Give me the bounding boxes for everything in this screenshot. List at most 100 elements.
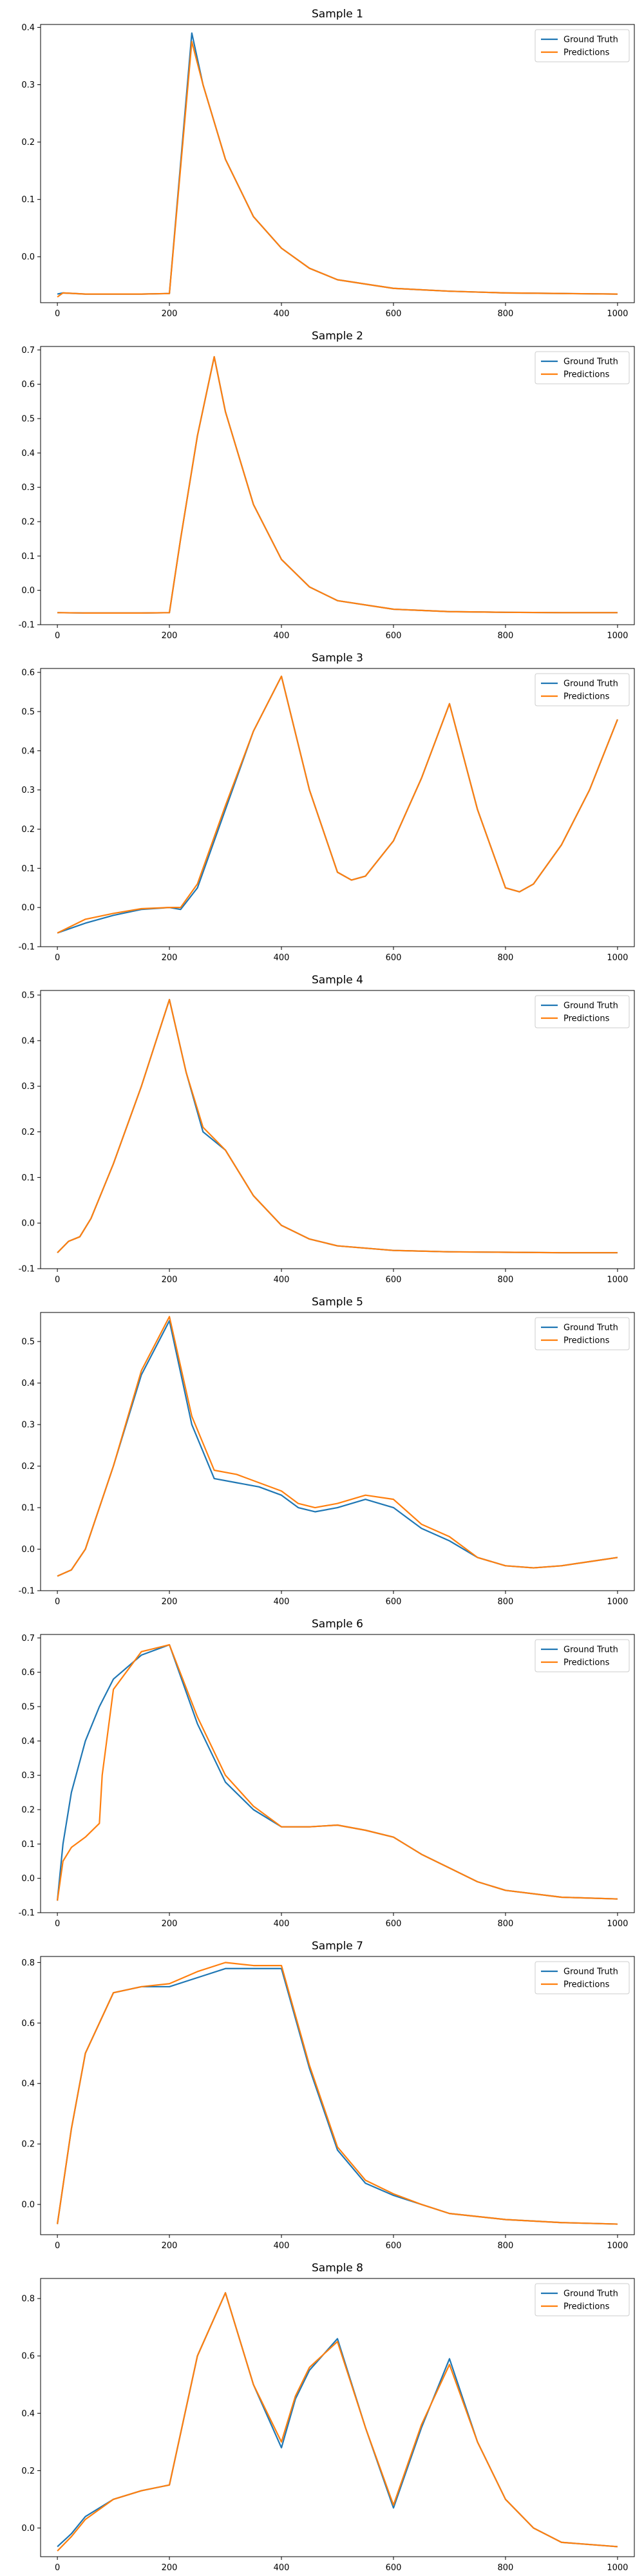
y-tick-label: 0.2 (21, 518, 35, 527)
legend-label: Predictions (564, 1980, 610, 1990)
y-tick-label: 0.0 (21, 586, 35, 596)
chart-panel: Sample 5 0 200 400 600 800 1000 -0.1 0.0 0.1 0.2 0.… (19, 1296, 635, 1607)
y-tick-label: -0.1 (19, 943, 35, 952)
x-tick-label: 600 (386, 1919, 402, 1929)
legend: Ground Truth Predictions (535, 1639, 630, 1672)
x-tick-label: 800 (498, 1597, 514, 1607)
x-tick-label: 0 (55, 1275, 60, 1285)
y-tick-label: 0.3 (21, 483, 35, 493)
x-tick-label: 1000 (607, 1597, 628, 1607)
y-tick-label: 0.0 (21, 2201, 35, 2210)
predictions-line (57, 1316, 618, 1577)
legend-label: Ground Truth (564, 1645, 618, 1655)
legend: Ground Truth Predictions (535, 1961, 630, 1994)
x-tick-label: 200 (162, 1275, 178, 1285)
y-tick-label: 0.3 (21, 80, 35, 90)
legend-box (535, 1317, 630, 1350)
chart-title: Sample 7 (312, 1940, 363, 1953)
legend-box (535, 995, 630, 1028)
legend: Ground Truth Predictions (535, 2283, 630, 2316)
y-tick-label: 0.4 (21, 1737, 35, 1747)
axes-frame (40, 990, 635, 1269)
y-tick-label: 0.2 (21, 1462, 35, 1472)
x-tick-label: 400 (274, 631, 290, 641)
y-tick-label: 0.3 (21, 1082, 35, 1092)
chart-panel: Sample 6 0 200 400 600 800 1000 -0.1 0.0 0.1 0.2 0.… (19, 1618, 635, 1929)
y-tick-label: 0.1 (21, 864, 35, 874)
x-tick-label: 0 (55, 953, 60, 963)
x-tick-label: 400 (274, 2563, 290, 2573)
y-tick-label: 0.6 (21, 2352, 35, 2362)
chart-title: Sample 5 (312, 1296, 363, 1309)
predictions-line (57, 1643, 618, 1901)
ground-truth-line (57, 355, 618, 614)
x-tick-label: 1000 (607, 953, 628, 963)
y-tick-label: 0.8 (21, 1958, 35, 1968)
y-tick-label: 0.5 (21, 991, 35, 1001)
chart-panel: Sample 2 0 200 400 600 800 1000 -0.1 0.0 0.1 0.2 0.… (19, 330, 635, 641)
x-tick-label: 800 (498, 1275, 514, 1285)
y-tick-label: 0.0 (21, 2524, 35, 2533)
legend-box (535, 673, 630, 706)
x-tick-label: 800 (498, 2563, 514, 2573)
y-tick-label: 0.4 (21, 2409, 35, 2419)
y-tick-label: 0.2 (21, 1128, 35, 1137)
legend-box (535, 29, 630, 62)
predictions-line (57, 1962, 618, 2225)
x-tick-label: 200 (162, 2241, 178, 2251)
ground-truth-line (57, 999, 618, 1254)
x-tick-label: 600 (386, 1597, 402, 1607)
chart-panel: Sample 3 0 200 400 600 800 1000 -0.1 0.0 0.1 0.2 0.… (19, 652, 635, 963)
x-tick-label: 400 (274, 2241, 290, 2251)
y-tick-label: 0.5 (21, 1338, 35, 1347)
legend-box (535, 1961, 630, 1994)
x-tick-label: 200 (162, 1919, 178, 1929)
x-tick-label: 600 (386, 953, 402, 963)
axes-frame (40, 1312, 635, 1591)
predictions-line (57, 41, 618, 298)
x-tick-label: 600 (386, 1275, 402, 1285)
y-tick-label: 0.6 (21, 668, 35, 678)
y-tick-label: 0.1 (21, 1504, 35, 1513)
y-tick-label: 0.2 (21, 2467, 35, 2476)
legend-box (535, 351, 630, 384)
legend-label: Predictions (564, 1336, 610, 1346)
chart-panel: Sample 8 0 200 400 600 800 1000 0.0 0.2 0.4 0.6 0.8… (21, 2262, 635, 2573)
x-tick-label: 600 (386, 309, 402, 319)
x-tick-label: 1000 (607, 2563, 628, 2573)
y-tick-label: 0.5 (21, 707, 35, 717)
predictions-line (57, 355, 618, 614)
x-tick-label: 200 (162, 309, 178, 319)
x-tick-label: 800 (498, 2241, 514, 2251)
x-tick-label: 0 (55, 631, 60, 641)
chart-panel: Sample 4 0 200 400 600 800 1000 -0.1 0.0 0.1 0.2 0.… (19, 974, 635, 1285)
y-tick-label: 0.2 (21, 138, 35, 147)
legend: Ground Truth Predictions (535, 1317, 630, 1350)
x-tick-label: 600 (386, 631, 402, 641)
y-tick-label: -0.1 (19, 1909, 35, 1918)
y-tick-label: -0.1 (19, 621, 35, 630)
y-tick-label: 0.0 (21, 1874, 35, 1884)
axes-frame (40, 2278, 635, 2557)
legend-label: Ground Truth (564, 1323, 618, 1333)
y-tick-label: 0.0 (21, 904, 35, 913)
legend-label: Predictions (564, 2302, 610, 2312)
legend-label: Predictions (564, 1014, 610, 1024)
chart-title: Sample 8 (312, 2262, 363, 2275)
axes-frame (40, 668, 635, 947)
ground-truth-line (57, 1967, 618, 2225)
y-tick-label: 0.4 (21, 1036, 35, 1046)
chart-title: Sample 4 (312, 974, 363, 987)
ground-truth-line (57, 676, 618, 934)
chart-panel: Sample 7 0 200 400 600 800 1000 0.0 0.2 0.4 0.6 0.8… (21, 1940, 635, 2251)
y-tick-label: 0.3 (21, 1771, 35, 1781)
ground-truth-line (56, 1643, 618, 1901)
y-tick-label: 0.2 (21, 2140, 35, 2150)
legend-box (535, 1639, 630, 1672)
x-tick-label: 0 (55, 2563, 60, 2573)
y-tick-label: 0.0 (21, 1219, 35, 1229)
y-tick-label: 0.2 (21, 825, 35, 835)
y-tick-label: 0.1 (21, 1173, 35, 1183)
x-tick-label: 800 (498, 309, 514, 319)
legend-label: Ground Truth (564, 1967, 618, 1977)
